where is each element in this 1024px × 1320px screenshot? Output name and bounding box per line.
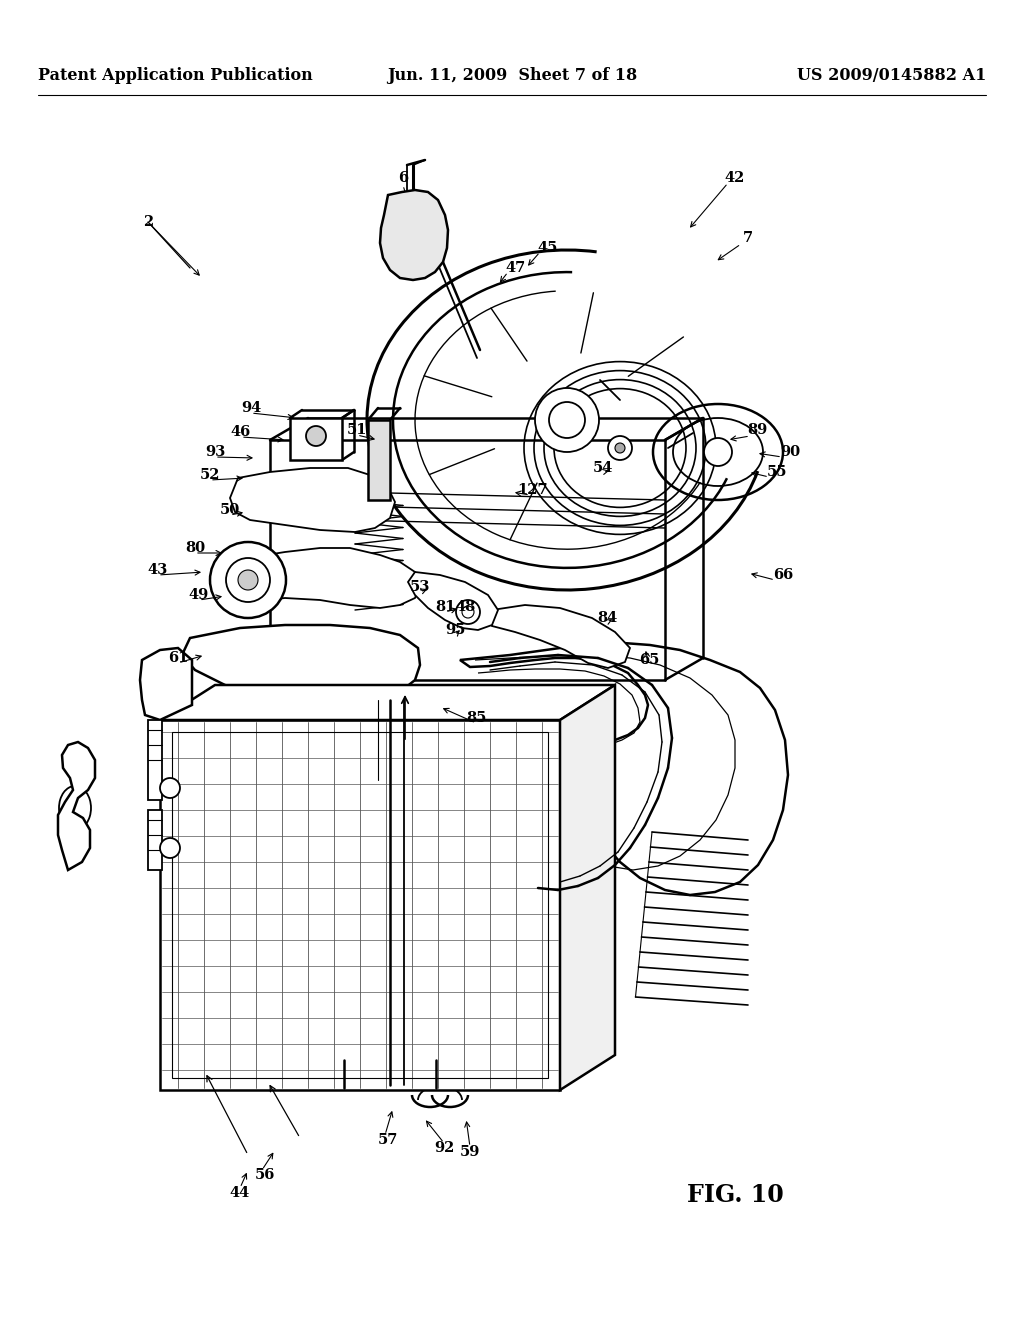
Polygon shape — [160, 685, 615, 719]
Bar — [148, 810, 162, 870]
Circle shape — [615, 444, 625, 453]
Circle shape — [462, 606, 474, 618]
Text: 93: 93 — [205, 445, 225, 459]
Text: 92: 92 — [434, 1140, 455, 1155]
Text: 95: 95 — [444, 623, 465, 638]
Circle shape — [160, 777, 180, 799]
Text: 48: 48 — [456, 601, 476, 614]
Polygon shape — [408, 572, 498, 630]
Polygon shape — [248, 548, 420, 609]
Bar — [290, 418, 342, 459]
Text: 44: 44 — [229, 1185, 250, 1200]
Text: 61: 61 — [168, 651, 188, 665]
Bar — [172, 733, 548, 1078]
Polygon shape — [230, 469, 395, 532]
Text: 66: 66 — [773, 568, 794, 582]
Text: 47: 47 — [506, 261, 526, 275]
Text: 80: 80 — [185, 541, 205, 554]
Circle shape — [210, 543, 286, 618]
Text: 57: 57 — [378, 1133, 398, 1147]
Text: 2: 2 — [143, 215, 154, 228]
Text: 49: 49 — [188, 587, 209, 602]
Circle shape — [608, 436, 632, 459]
Text: 7: 7 — [743, 231, 753, 246]
Text: US 2009/0145882 A1: US 2009/0145882 A1 — [797, 66, 986, 83]
Text: 50: 50 — [220, 503, 240, 517]
Circle shape — [226, 558, 270, 602]
Circle shape — [549, 403, 585, 438]
Text: 56: 56 — [255, 1168, 275, 1181]
Bar — [160, 719, 560, 1090]
Bar — [368, 420, 390, 500]
Bar — [148, 719, 162, 800]
Text: FIG. 10: FIG. 10 — [687, 1183, 783, 1206]
Circle shape — [306, 426, 326, 446]
Circle shape — [456, 601, 480, 624]
Polygon shape — [182, 624, 420, 702]
Text: 59: 59 — [460, 1144, 480, 1159]
Text: 94: 94 — [241, 401, 261, 414]
Text: 81: 81 — [435, 601, 456, 614]
Text: 45: 45 — [538, 242, 558, 255]
Text: 90: 90 — [780, 445, 800, 459]
Text: 42: 42 — [725, 172, 745, 185]
Text: 6: 6 — [398, 172, 408, 185]
Polygon shape — [492, 605, 630, 668]
Text: 89: 89 — [746, 422, 767, 437]
Circle shape — [705, 438, 732, 466]
Polygon shape — [460, 642, 788, 895]
Polygon shape — [58, 742, 95, 870]
Text: 51: 51 — [347, 422, 368, 437]
Circle shape — [238, 570, 258, 590]
Text: Jun. 11, 2009  Sheet 7 of 18: Jun. 11, 2009 Sheet 7 of 18 — [387, 66, 637, 83]
Text: 53: 53 — [410, 579, 430, 594]
Text: 46: 46 — [230, 425, 251, 440]
Text: 52: 52 — [200, 469, 220, 482]
Text: 127: 127 — [518, 483, 548, 498]
Text: 85: 85 — [466, 711, 486, 725]
Text: 43: 43 — [147, 564, 168, 577]
Circle shape — [160, 838, 180, 858]
Circle shape — [535, 388, 599, 451]
Polygon shape — [560, 685, 615, 1090]
Text: 84: 84 — [597, 611, 617, 624]
Polygon shape — [380, 190, 449, 280]
Text: Patent Application Publication: Patent Application Publication — [38, 66, 312, 83]
Text: 65: 65 — [639, 653, 659, 667]
Text: 54: 54 — [593, 461, 613, 475]
Text: 55: 55 — [767, 465, 787, 479]
Polygon shape — [140, 648, 193, 719]
